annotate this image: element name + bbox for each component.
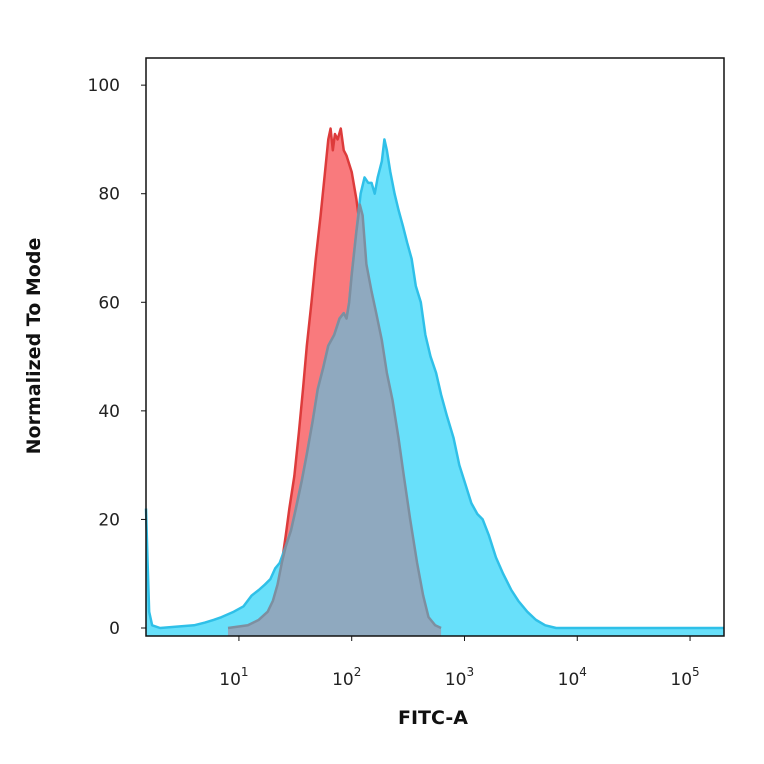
plot-frame — [145, 57, 725, 637]
y-axis-ticks: 0 20 40 60 80 100 — [88, 76, 146, 639]
y-tick-label: 40 — [98, 402, 120, 422]
y-tick-label: 60 — [98, 293, 120, 313]
x-axis-title: FITC-A — [398, 707, 468, 729]
y-tick-label: 0 — [109, 619, 120, 639]
y-tick-label: 20 — [98, 510, 120, 530]
x-tick-label: 102 — [332, 665, 361, 690]
series-layer — [144, 127, 724, 636]
x-tick-label: 104 — [558, 665, 587, 690]
y-tick-label: 80 — [98, 185, 120, 205]
series-3-line — [227, 203, 442, 630]
series-2-area — [146, 139, 724, 636]
x-tick-label: 101 — [219, 665, 248, 690]
y-tick-label: 100 — [88, 76, 120, 96]
x-tick-label: 103 — [445, 665, 474, 690]
x-axis-ticks: 101 102 103 104 105 — [219, 636, 700, 690]
series-2-line — [144, 138, 724, 630]
y-axis-title: Normalized To Mode — [23, 238, 45, 455]
series-3-area — [227, 204, 442, 636]
x-tick-label: 105 — [670, 665, 699, 690]
